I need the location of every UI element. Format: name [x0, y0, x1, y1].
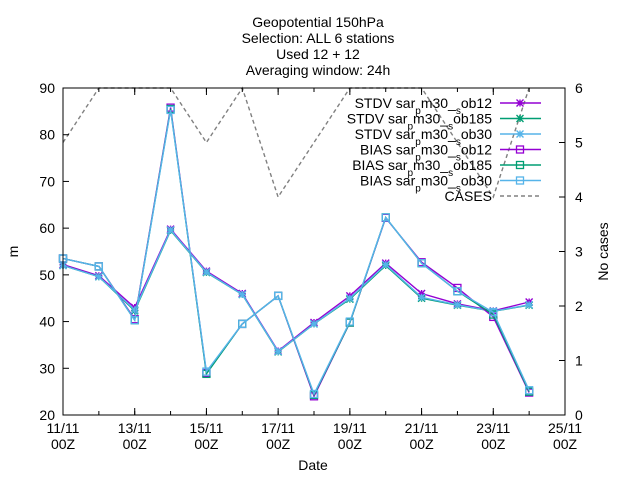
x-tick-label: 00Z: [123, 436, 148, 452]
legend-entry: BIAS sarpm30_sob12: [360, 142, 541, 164]
title-line: Averaging window: 24h: [246, 62, 391, 78]
x-tick-label: 15/11: [189, 420, 223, 436]
legend-entry: BIAS sarpm30_sob185: [352, 157, 541, 179]
x-tick-label: 13/11: [118, 420, 152, 436]
data-point: [417, 293, 426, 302]
data-point: [345, 294, 354, 303]
x-tick-label: 00Z: [410, 436, 435, 452]
legend-marker: [516, 130, 524, 138]
y-tick-label: 50: [39, 267, 55, 283]
data-point: [310, 319, 318, 328]
y-tick-label: 80: [39, 127, 55, 143]
series-line: [62, 228, 530, 353]
data-point: [202, 268, 211, 277]
series-line: [62, 107, 530, 399]
legend-label: BIAS sarpm30_sob185: [352, 157, 492, 179]
x-tick-label: 21/11: [405, 420, 439, 436]
y2-tick-label: 4: [575, 189, 583, 205]
data-point: [453, 300, 462, 309]
data-point: [273, 291, 283, 301]
series-line: [62, 109, 530, 396]
x-tick-label: 00Z: [266, 436, 291, 452]
series-stdv-sar-pm30-sob30: [59, 226, 534, 356]
data-point: [238, 319, 247, 329]
x-tick-label: 17/11: [261, 420, 295, 436]
x-tick-label: 00Z: [481, 436, 506, 452]
legend-label: CASES: [445, 188, 492, 204]
series-stdv-sar-pm30-sob12: [59, 225, 534, 355]
y-tick-label: 60: [39, 220, 55, 236]
data-point: [345, 317, 355, 326]
data-point: [94, 272, 103, 281]
x-tick-label: 00Z: [194, 436, 219, 452]
x-axis-title: Date: [298, 457, 328, 473]
legend-marker: [515, 176, 525, 185]
y2-tick-label: 6: [575, 80, 583, 96]
data-point: [417, 259, 426, 268]
axes: 2030405060708090012345611/1100Z13/1100Z1…: [5, 80, 611, 473]
y2-tick-label: 1: [575, 353, 583, 369]
data-point: [202, 367, 211, 376]
title-line: Selection: ALL 6 stations: [242, 30, 395, 46]
legend-label: STDV sarpm30_sob30: [355, 126, 493, 148]
legend-entry: BIAS sarpm30_sob30: [360, 173, 541, 195]
data-point: [417, 289, 426, 298]
series-bias-sar-pm30-sob30: [58, 105, 534, 399]
legend-marker: [515, 145, 525, 154]
y-tick-label: 90: [39, 80, 55, 96]
legend-label: BIAS sarpm30_sob30: [360, 173, 492, 195]
data-point: [453, 287, 462, 296]
title-line: Geopotential 150hPa: [252, 14, 384, 30]
data-point: [166, 226, 175, 235]
data-point: [489, 308, 498, 317]
data-point: [381, 260, 390, 269]
data-point: [274, 347, 283, 356]
y-tick-label: 40: [39, 314, 55, 330]
y-axis-title: m: [5, 246, 21, 258]
data-point: [130, 316, 139, 325]
data-point: [130, 305, 139, 314]
y2-tick-label: 3: [575, 244, 583, 260]
y-tick-label: 70: [39, 173, 55, 189]
legend-label: STDV sarpm30_sob185: [347, 111, 492, 133]
data-point: [94, 262, 104, 271]
data-point: [238, 290, 247, 299]
y-tick-label: 20: [39, 407, 55, 423]
legend-marker: [515, 160, 525, 170]
title-line: Used 12 + 12: [276, 46, 360, 62]
y2-tick-label: 0: [575, 407, 583, 423]
data-point: [166, 105, 175, 115]
legend-entry: STDV sarpm30_sob185: [347, 111, 541, 133]
x-tick-label: 00Z: [338, 436, 363, 452]
legend-entry: STDV sarpm30_sob12: [355, 95, 541, 117]
y-tick-label: 30: [39, 360, 55, 376]
legend-entry: STDV sarpm30_sob30: [355, 126, 541, 148]
x-tick-label: 23/11: [476, 420, 510, 436]
legend-marker: [516, 99, 524, 107]
y2-tick-label: 2: [575, 298, 583, 314]
data-point: [381, 213, 390, 222]
legend-marker: [516, 114, 524, 123]
legend-label: BIAS sarpm30_sob12: [360, 142, 492, 164]
x-tick-label: 25/11: [548, 420, 582, 436]
data-point: [525, 300, 534, 309]
legend-label: STDV sarpm30_sob12: [355, 95, 493, 117]
x-tick-label: 00Z: [553, 436, 578, 452]
x-tick-label: 19/11: [333, 420, 367, 436]
legend-entry: CASES: [445, 188, 541, 204]
data-point: [309, 389, 319, 399]
series-line: [62, 227, 530, 353]
data-point: [524, 386, 534, 395]
y2-axis-title: No cases: [595, 222, 611, 280]
x-tick-label: 00Z: [51, 436, 76, 452]
x-tick-label: 11/11: [47, 420, 80, 436]
y2-tick-label: 5: [575, 135, 583, 151]
